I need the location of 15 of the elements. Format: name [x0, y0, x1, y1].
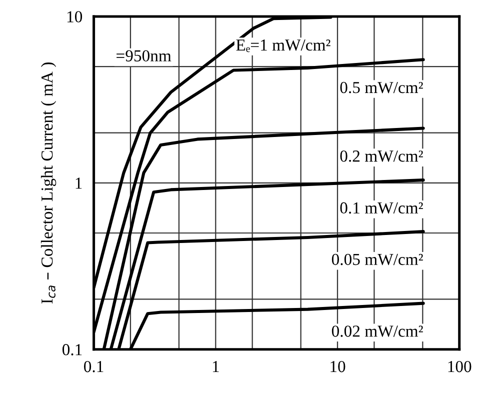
series-label: 0.5 mW/cm²: [340, 82, 423, 94]
y-tick-label: 10: [67, 11, 82, 22]
x-tick-label: 1: [212, 361, 219, 372]
series-label: Eₑ=1 mW/cm²: [236, 39, 330, 52]
x-tick-label: 10: [330, 360, 346, 372]
series-label: 0.1 mW/cm²: [340, 202, 423, 214]
series-label: 0.05 mW/cm²: [332, 254, 423, 266]
y-tick-label: 1: [76, 178, 82, 189]
y-axis-title: I$_{ca}$ – Collector Light Current ( mA ): [40, 62, 56, 304]
series-label: 0.02 mW/cm²: [332, 326, 423, 337]
y-tick-label: 0.1: [62, 344, 82, 356]
x-tick-label: 0.1: [84, 360, 104, 372]
series-label: 0.2 mW/cm²: [340, 150, 423, 162]
x-tick-label: 100: [448, 360, 472, 372]
annotation: =950nm: [116, 50, 172, 62]
